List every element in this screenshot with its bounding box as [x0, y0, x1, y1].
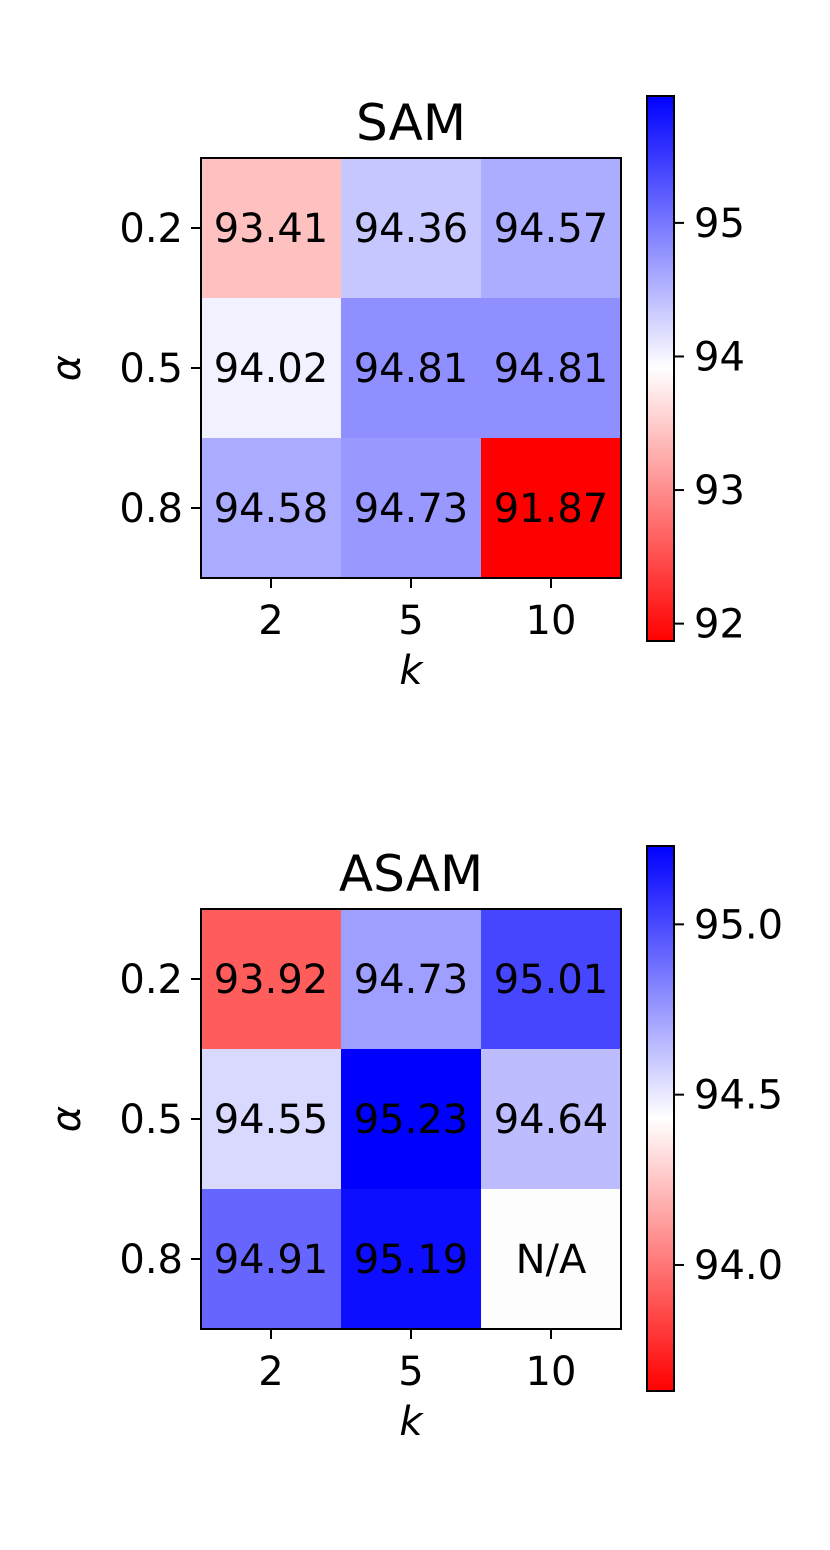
cell-value-label: 95.01 — [494, 957, 609, 1003]
cell-value-label: 94.91 — [214, 1237, 329, 1283]
y-tick-label: 0.5 — [119, 1097, 183, 1143]
cell-value-label: 94.64 — [494, 1097, 609, 1143]
cell-value-label: 94.36 — [354, 206, 469, 252]
heatmap-cell — [341, 298, 482, 439]
colorbar-tick-label: 94 — [694, 334, 745, 380]
y-tick-label: 0.5 — [119, 346, 183, 392]
colorbar — [646, 845, 675, 1392]
x-tick-label: 2 — [258, 1349, 283, 1395]
cell-value-label: 94.57 — [494, 206, 609, 252]
cell-value-label: 94.55 — [214, 1097, 329, 1143]
cell-value-label: 94.73 — [354, 486, 469, 532]
x-tick-label: 5 — [398, 1349, 423, 1395]
heatmap-cell — [341, 909, 482, 1050]
x-axis-label: k — [399, 1399, 424, 1445]
cell-value-label: 94.81 — [354, 346, 469, 392]
heatmap-cell — [341, 1189, 482, 1330]
x-axis-label: k — [399, 648, 424, 694]
cell-value-label: N/A — [516, 1237, 587, 1283]
colorbar-tick-label: 92 — [694, 602, 745, 648]
heatmap-cell — [201, 1189, 342, 1330]
y-tick-label: 0.2 — [119, 957, 183, 1003]
cell-value-label: 95.23 — [354, 1097, 469, 1143]
colorbar-tick-label: 95.0 — [694, 902, 783, 948]
cell-value-label: 93.41 — [214, 206, 329, 252]
colorbar-tick-label: 94.5 — [694, 1073, 783, 1119]
y-axis-label: α — [44, 355, 90, 381]
y-axis-label: α — [44, 1106, 90, 1132]
x-tick-label: 10 — [526, 1349, 577, 1395]
cell-value-label: 94.73 — [354, 957, 469, 1003]
heatmap-cell — [481, 158, 622, 299]
cell-value-label: 94.81 — [494, 346, 609, 392]
heatmap-cell — [341, 438, 482, 579]
chart-title: SAM — [356, 94, 466, 152]
cell-value-label: 93.92 — [214, 957, 329, 1003]
heatmap-cell — [481, 1189, 622, 1330]
cell-value-label: 95.19 — [354, 1237, 469, 1283]
heatmap-cell — [201, 158, 342, 299]
heatmap-panel-sam: SAM 93.41 94.36 94.57 94.02 94.81 94.81 94.58 94… — [44, 94, 745, 694]
y-tick-label: 0.8 — [119, 1237, 183, 1283]
colorbar-tick-label: 93 — [694, 468, 745, 514]
colorbar-tick-label: 95 — [694, 201, 745, 247]
colorbar-tick-label: 94.0 — [694, 1243, 783, 1289]
heatmap-cell — [201, 1049, 342, 1190]
heatmap-cell — [341, 1049, 482, 1190]
cell-value-label: 94.58 — [214, 486, 329, 532]
heatmap-cell — [481, 298, 622, 439]
heatmap-cell — [341, 158, 482, 299]
cell-value-label: 94.02 — [214, 346, 329, 392]
x-tick-label: 10 — [526, 598, 577, 644]
heatmap-cell — [201, 298, 342, 439]
heatmap-cell — [481, 1049, 622, 1190]
cell-value-label: 91.87 — [494, 486, 609, 532]
x-tick-label: 2 — [258, 598, 283, 644]
chart-title: ASAM — [339, 845, 483, 903]
heatmap-cell — [481, 438, 622, 579]
heatmap-cell — [201, 909, 342, 1050]
x-tick-label: 5 — [398, 598, 423, 644]
colorbar — [646, 95, 675, 642]
heatmap-cell — [201, 438, 342, 579]
y-tick-label: 0.2 — [119, 206, 183, 252]
heatmap-cell — [481, 909, 622, 1050]
y-tick-label: 0.8 — [119, 486, 183, 532]
